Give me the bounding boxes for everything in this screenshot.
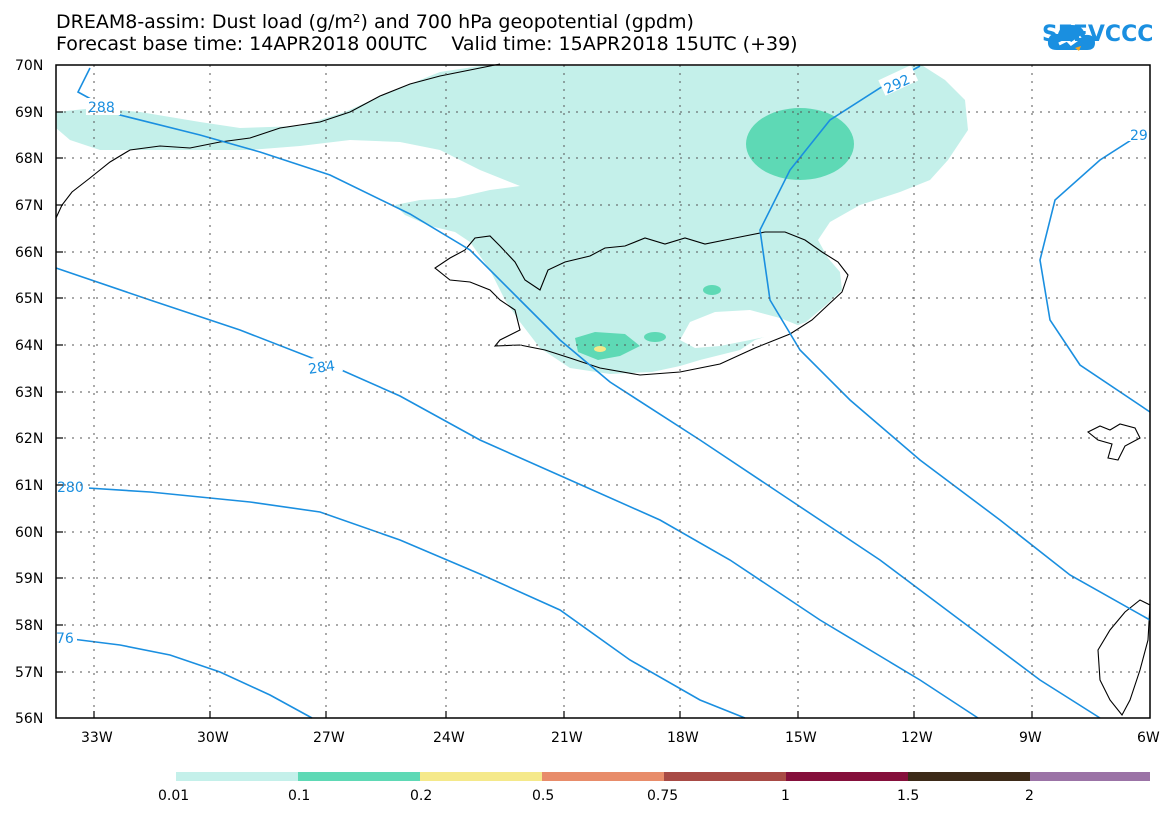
dust-area-medium-spot2 (703, 285, 721, 295)
tick-marks (56, 111, 1033, 718)
dust-area-high (594, 346, 606, 352)
lat-label: 67N (15, 198, 43, 214)
lat-label: 59N (15, 571, 43, 587)
lat-label: 61N (15, 478, 43, 494)
legend-label: 1.5 (897, 788, 919, 804)
legend-swatch (176, 772, 298, 781)
lon-label: 24W (433, 730, 465, 746)
dust-area-medium-spot1 (644, 332, 666, 342)
contour-label-276: 76 (56, 631, 74, 647)
legend-label: 0.5 (532, 788, 554, 804)
legend-swatch (298, 772, 420, 781)
iceland-interior-clear (680, 310, 800, 348)
legend-swatch (420, 772, 542, 781)
legend-label: 0.1 (288, 788, 310, 804)
legend-swatch (542, 772, 664, 781)
map-title: DREAM8-assim: Dust load (g/m²) and 700 h… (56, 11, 694, 33)
contour-276 (55, 636, 313, 719)
lon-label: 18W (667, 730, 699, 746)
lat-label: 70N (15, 58, 43, 74)
lat-label: 62N (15, 431, 43, 447)
map-subtitle: Forecast base time: 14APR2018 00UTC Vali… (56, 33, 798, 55)
longitude-labels: 33W 30W 27W 24W 21W 18W 15W 12W 9W 6W (81, 730, 1160, 746)
legend-swatch (1030, 772, 1150, 781)
lat-label: 60N (15, 525, 43, 541)
lon-label: 12W (901, 730, 933, 746)
lon-label: 21W (551, 730, 583, 746)
legend-label: 0.2 (410, 788, 432, 804)
lat-label: 58N (15, 618, 43, 634)
lat-label: 69N (15, 105, 43, 121)
lon-label: 33W (81, 730, 113, 746)
contour-label-280: 280 (57, 480, 84, 496)
contour-296 (1039, 127, 1151, 413)
legend-label: 2 (1025, 788, 1034, 804)
lat-label: 66N (15, 245, 43, 261)
contour-280 (55, 485, 746, 719)
geopotential-contours (55, 65, 1151, 719)
legend-swatch (908, 772, 1030, 781)
lon-label: 6W (1137, 730, 1160, 746)
contour-labels: 288 292 29 284 280 76 (55, 65, 1150, 647)
lon-label: 27W (313, 730, 345, 746)
cloud-icon (1047, 24, 1095, 51)
logo-text: SEEVCCC (1042, 22, 1154, 47)
lat-label: 57N (15, 665, 43, 681)
contour-label-284: 284 (307, 358, 336, 378)
lon-label: 9W (1019, 730, 1042, 746)
dust-shading (56, 64, 968, 374)
lat-label: 56N (15, 711, 43, 727)
contour-284 (55, 267, 979, 719)
coastlines (55, 63, 1151, 716)
legend-label: 0.01 (158, 788, 189, 804)
contour-288 (76, 67, 1101, 719)
greenland-coast (55, 63, 501, 219)
dust-area-medium-north (746, 108, 854, 180)
contour-292 (759, 65, 1151, 621)
lat-label: 63N (15, 385, 43, 401)
color-legend: 0.01 0.1 0.2 0.5 0.75 1 1.5 2 (158, 772, 1150, 804)
dust-area-light (56, 64, 968, 374)
lon-label: 30W (197, 730, 229, 746)
contour-label-288: 288 (88, 100, 115, 116)
lat-label: 68N (15, 151, 43, 167)
legend-label: 1 (781, 788, 790, 804)
legend-label: 0.75 (647, 788, 678, 804)
lat-label: 64N (15, 338, 43, 354)
iceland-coast (434, 231, 849, 376)
legend-swatch (786, 772, 908, 781)
lon-label: 15W (785, 730, 817, 746)
dust-area-medium-south (575, 332, 640, 360)
lat-label: 65N (15, 291, 43, 307)
norway-coast-north (1086, 423, 1141, 461)
graticule (56, 65, 1150, 718)
norway-coast-south (1097, 599, 1151, 716)
contour-label-296: 29 (1130, 128, 1148, 144)
latitude-labels: 70N 69N 68N 67N 66N 65N 64N 63N 62N 61N … (15, 58, 43, 727)
legend-swatch (664, 772, 786, 781)
